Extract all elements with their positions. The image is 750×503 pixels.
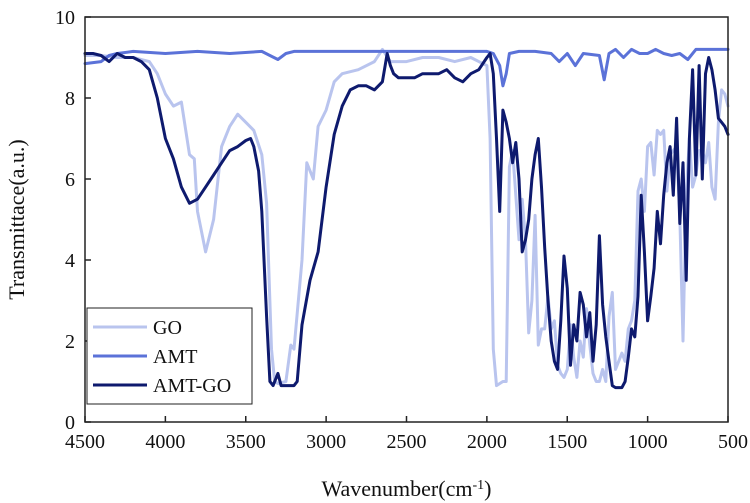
x-tick-label: 3000 [306,431,346,453]
series-line-go [83,47,730,388]
y-tick-label: 0 [65,412,75,434]
y-tick-label: 2 [65,331,75,353]
legend-label-amt-go: AMT-GO [153,375,231,397]
y-tick-label: 8 [65,88,75,110]
x-tick-label: 3500 [226,431,266,453]
x-tick-label: 2000 [467,431,507,453]
y-axis: 0 2 4 6 8 10 [55,7,91,434]
x-axis-title-main: Wavenumber(cm [322,476,473,501]
x-axis-title-sup: -1 [472,478,484,493]
series-line-amt [83,47,730,88]
series-line-amt-go [83,52,730,390]
x-tick-label: 4500 [65,431,105,453]
y-tick-label: 4 [65,250,75,272]
x-axis-title-end: ) [484,476,491,501]
x-tick-label: 500 [718,431,748,453]
legend-label-go: GO [153,317,182,339]
y-axis-title: Transmittace(a.u.) [4,139,29,299]
x-tick-label: 2500 [387,431,427,453]
x-axis: 4500 4000 3500 3000 2500 2000 1500 1000 500 [65,416,748,453]
x-tick-label: 1500 [547,431,587,453]
y-tick-label: 6 [65,169,75,191]
x-tick-label: 1000 [628,431,668,453]
x-tick-label: 4000 [145,431,185,453]
series-lines [83,47,730,390]
legend: GO AMT AMT-GO [86,307,253,405]
x-axis-title: Wavenumber(cm-1) [322,476,492,501]
legend-label-amt: AMT [153,346,197,368]
y-tick-label: 10 [55,7,75,29]
